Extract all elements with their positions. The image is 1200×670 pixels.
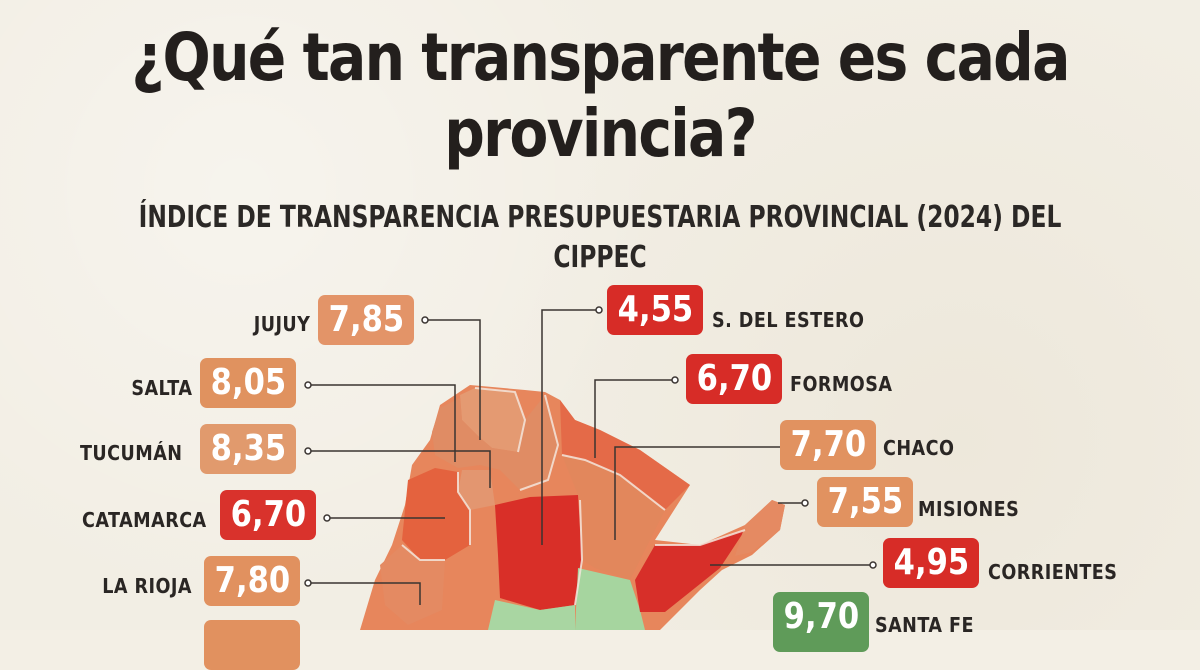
province-salta <box>432 395 558 490</box>
label-chaco-name: CHACO <box>883 436 955 460</box>
label-tucuman-name: TUCUMÁN <box>79 441 182 465</box>
badge-la-rioja-score: 7,80 <box>204 556 300 606</box>
province-borders <box>401 387 746 606</box>
province-formosa <box>560 400 690 510</box>
province-santiago-del-estero <box>495 495 582 610</box>
label-santa-fe-name: SANTA FE <box>875 613 974 637</box>
leader-lines <box>308 309 873 605</box>
province-cordoba <box>488 600 575 630</box>
province-chaco <box>562 455 665 580</box>
badge-misiones-score: 7,55 <box>817 477 913 527</box>
label-misiones-name: MISIONES <box>918 497 1020 521</box>
badge-santa-fe-score: 9,70 <box>773 592 869 652</box>
label-la-rioja-name: LA RIOJA <box>102 574 192 598</box>
label-formosa-name: FORMOSA <box>790 372 893 396</box>
province-tucuman <box>458 470 495 510</box>
province-jujuy <box>460 388 525 452</box>
label-santiago-del-estero-name: S. DEL ESTERO <box>712 308 865 332</box>
paper-background <box>0 0 1200 630</box>
province-misiones <box>735 500 785 556</box>
page-subtitle: ÍNDICE DE TRANSPARENCIA PRESUPUESTARIA P… <box>138 200 1062 275</box>
badge-salta-score: 8,05 <box>200 358 296 408</box>
badge-catamarca-score: 6,70 <box>220 490 316 540</box>
badge-corrientes-score: 4,95 <box>883 538 979 588</box>
argentina-north-map <box>304 306 877 630</box>
label-jujuy-name: JUJUY <box>253 312 310 336</box>
page-title: ¿Qué tan transparente es cada provincia? <box>131 19 1070 172</box>
badge-formosa-score: 6,70 <box>686 354 782 404</box>
badge-tucuman-score: 8,35 <box>200 424 296 474</box>
province-santa-fe <box>575 568 645 630</box>
label-catamarca-name: CATAMARCA <box>82 508 207 532</box>
badge-jujuy-score: 7,85 <box>318 295 414 345</box>
province-la-rioja <box>380 545 445 625</box>
province-catamarca <box>402 468 470 560</box>
label-corrientes-name: CORRIENTES <box>988 560 1118 584</box>
badge-partial-bottom <box>204 620 300 670</box>
badge-chaco-score: 7,70 <box>780 420 876 470</box>
province-corrientes <box>635 530 745 612</box>
badge-santiago-del-estero-score: 4,55 <box>607 285 703 335</box>
label-salta-name: SALTA <box>130 376 192 400</box>
